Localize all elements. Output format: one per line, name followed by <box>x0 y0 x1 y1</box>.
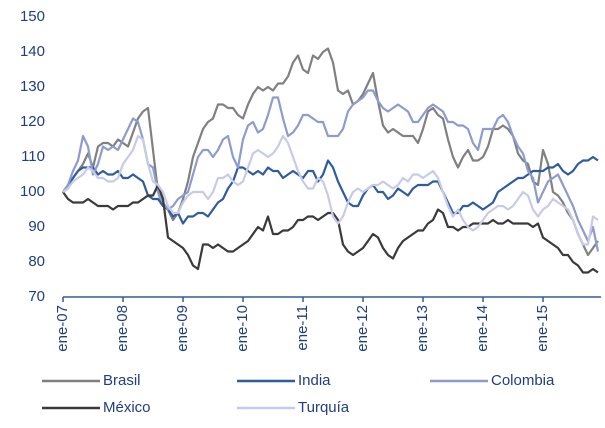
x-tick-label: ene-10 <box>234 305 251 352</box>
series-line <box>62 183 599 274</box>
y-tick-label: 90 <box>28 218 45 235</box>
y-tick-label: 80 <box>28 253 45 270</box>
y-tick-label: 150 <box>20 8 45 25</box>
x-tick-label: ene-09 <box>174 305 191 352</box>
series-line <box>62 134 599 246</box>
y-tick-label: 100 <box>20 183 45 200</box>
legend-label: Brasil <box>103 372 141 389</box>
y-tick-label: 130 <box>20 78 45 95</box>
y-tick-label: 70 <box>28 288 45 305</box>
y-tick-label: 140 <box>20 43 45 60</box>
y-tick-label: 120 <box>20 113 45 130</box>
x-tick-label: ene-15 <box>534 305 551 352</box>
legend-label: Colombia <box>491 372 555 389</box>
series-line <box>62 89 600 252</box>
series-line <box>62 47 599 257</box>
series-line <box>62 155 599 225</box>
x-tick-label: ene-12 <box>354 305 371 352</box>
legend-label: Turquía <box>298 399 350 416</box>
x-tick-label: ene-11 <box>294 305 311 351</box>
y-tick-label: 110 <box>21 148 45 165</box>
x-tick-label: ene-14 <box>474 305 491 352</box>
x-tick-label: ene-08 <box>114 305 131 352</box>
legend-label: México <box>103 399 151 416</box>
legend-label: India <box>298 372 331 389</box>
x-tick-label: ene-13 <box>414 305 431 352</box>
x-tick-label: ene-07 <box>54 305 71 352</box>
